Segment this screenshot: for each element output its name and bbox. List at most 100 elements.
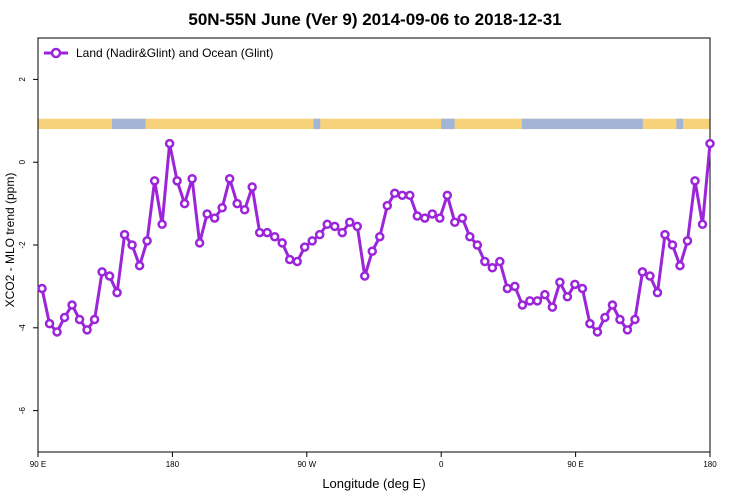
data-point: [412, 211, 423, 221]
data-point: [397, 190, 408, 201]
data-point: [420, 213, 430, 223]
data-point: [344, 217, 355, 227]
data-point: [682, 236, 693, 246]
y-tick-label: 2: [18, 77, 27, 82]
data-point: [592, 327, 603, 337]
data-point: [487, 263, 498, 273]
data-point: [705, 138, 715, 149]
data-point: [157, 219, 167, 230]
data-point: [314, 229, 325, 240]
data-point: [134, 260, 145, 271]
data-point: [615, 314, 625, 325]
data-point: [375, 231, 385, 242]
data-point: [480, 256, 490, 267]
data-point: [82, 325, 92, 335]
data-point: [67, 300, 77, 310]
data-point: [337, 227, 347, 238]
data-point: [209, 213, 220, 223]
data-point: [74, 314, 85, 325]
data-point: [435, 213, 445, 223]
data-point: [502, 283, 513, 294]
data-point: [119, 229, 130, 240]
data-point: [232, 198, 242, 209]
data-point: [510, 281, 520, 292]
data-point: [450, 217, 460, 227]
data-point: [532, 296, 543, 306]
data-point: [149, 176, 160, 186]
data-point: [217, 202, 227, 213]
data-point: [652, 287, 663, 298]
data-point: [622, 325, 633, 335]
data-point: [194, 238, 205, 248]
data-point: [667, 240, 678, 250]
data-point: [239, 205, 250, 215]
x-tick-label: 180: [166, 460, 180, 469]
x-tick-label: 180: [703, 460, 717, 469]
data-point: [307, 236, 317, 246]
data-point: [382, 200, 393, 211]
chart-title: 50N-55N June (Ver 9) 2014-09-06 to 2018-…: [188, 10, 562, 29]
data-point: [202, 209, 212, 219]
ocean-band: [441, 118, 455, 130]
data-point: [517, 300, 528, 310]
axes: 90 E 180 90 W 0 90 E 180 -6 -4 -2 0 2: [18, 37, 717, 469]
surface-type-bar: [38, 118, 710, 130]
land-band: [38, 118, 710, 130]
data-point: [577, 283, 588, 294]
data-point: [269, 231, 280, 242]
legend: Land (Nadir&Glint) and Ocean (Glint): [44, 46, 273, 60]
data-point: [630, 314, 640, 325]
data-point: [329, 221, 340, 232]
data-point: [697, 219, 708, 230]
data-point: [104, 271, 115, 281]
ocean-band: [313, 118, 321, 130]
data-point: [427, 209, 438, 219]
x-tick-label: 90 E: [567, 460, 583, 469]
ocean-band: [521, 118, 643, 130]
data-point: [637, 267, 648, 277]
x-tick-label: 0: [439, 460, 444, 469]
data-point: [570, 279, 580, 290]
data-point: [187, 174, 197, 184]
data-point: [254, 227, 265, 238]
data-point: [352, 221, 363, 232]
data-point: [299, 242, 310, 252]
data-point: [224, 174, 235, 184]
data-point: [284, 254, 295, 265]
data-point: [390, 188, 400, 198]
data-point: [277, 238, 287, 248]
data-point: [555, 277, 565, 288]
y-tick-label: 0: [18, 159, 27, 164]
data-point: [525, 296, 535, 306]
data-point: [59, 312, 70, 323]
data-point: [600, 312, 610, 323]
y-tick-label: -6: [18, 406, 27, 414]
data-point: [457, 213, 468, 223]
x-axis-label: Longitude (deg E): [322, 476, 426, 491]
data-point: [247, 182, 257, 192]
data-point: [442, 190, 453, 201]
data-point: [52, 327, 62, 337]
data-point: [472, 240, 483, 250]
data-point: [675, 260, 685, 271]
data-point: [97, 267, 107, 277]
data-point: [495, 256, 505, 267]
data-point: [292, 256, 302, 267]
data-point: [562, 292, 573, 302]
data-point: [179, 198, 190, 209]
data-point: [405, 190, 415, 201]
legend-marker: [50, 47, 62, 59]
data-point: [547, 302, 558, 312]
data-point: [322, 219, 332, 230]
data-point: [465, 231, 475, 242]
data-point: [37, 283, 47, 294]
x-tick-label: 90 E: [30, 460, 46, 469]
x-tick-label: 90 W: [297, 460, 316, 469]
legend-label: Land (Nadir&Glint) and Ocean (Glint): [76, 46, 273, 60]
data-point: [262, 227, 272, 238]
ocean-band: [676, 118, 684, 130]
y-tick-label: -4: [18, 324, 27, 332]
y-tick-label: -2: [18, 241, 27, 249]
data-point: [142, 236, 152, 246]
